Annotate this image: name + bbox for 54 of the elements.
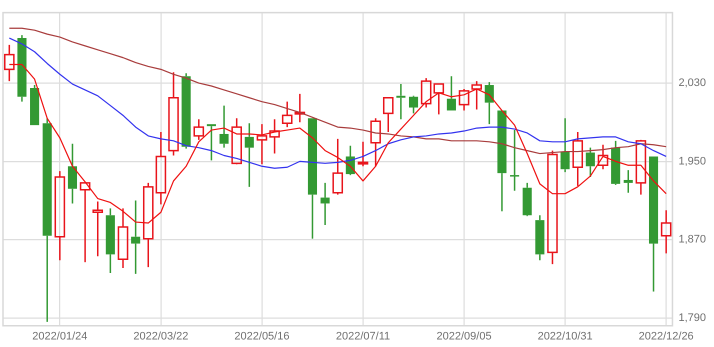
y-tick-label: 1,950 <box>678 155 706 168</box>
x-tick-label: 2022/12/26 <box>638 330 694 342</box>
candlestick <box>131 200 140 275</box>
candlestick <box>168 72 179 156</box>
candlestick <box>497 110 506 212</box>
candlestick <box>332 138 344 196</box>
candlestick <box>636 139 646 196</box>
candlestick <box>446 75 456 110</box>
candlestick <box>358 141 368 168</box>
candlestick <box>206 124 216 162</box>
x-tick-label: 2022/03/22 <box>133 330 188 342</box>
candlestick <box>231 118 242 166</box>
candlestick <box>433 83 444 116</box>
candlestick <box>648 156 658 292</box>
x-tick-label: 2022/05/16 <box>234 330 290 342</box>
x-tick-label: 2022/01/24 <box>32 330 88 342</box>
candlestick <box>156 131 166 206</box>
candlestick <box>471 80 482 110</box>
candlestick <box>535 214 544 261</box>
candlestick <box>522 182 532 217</box>
candlestick <box>382 97 394 133</box>
candlestick <box>220 104 229 148</box>
candlestick <box>308 118 318 240</box>
candlestick <box>598 144 608 170</box>
candlestick <box>193 118 204 141</box>
x-tick-label: 2022/10/31 <box>538 330 593 342</box>
candlestick <box>624 169 633 194</box>
candlestick <box>572 131 584 187</box>
candlestick <box>106 208 115 274</box>
x-tick-label: 2022/09/05 <box>436 330 492 342</box>
candlestick <box>244 122 254 188</box>
candlestick <box>92 200 104 258</box>
x-tick-label: 2022/07/11 <box>336 330 390 342</box>
candlestick <box>42 118 52 323</box>
y-tick-label: 1,870 <box>678 234 706 246</box>
candlestick <box>17 34 26 102</box>
candlestick <box>586 146 595 178</box>
candlestick <box>30 84 40 126</box>
candlestick <box>408 95 418 114</box>
candlestick <box>320 182 330 226</box>
candlestick <box>370 118 381 168</box>
candlestick <box>294 93 306 123</box>
candlestick <box>182 72 191 150</box>
candlestick <box>54 170 66 261</box>
candlestick <box>256 123 268 166</box>
y-tick-label: 2,030 <box>678 77 706 90</box>
candlestick <box>510 129 520 192</box>
candlestick <box>68 143 78 204</box>
candlestick <box>269 118 280 154</box>
candlestick <box>282 100 293 128</box>
candlestick <box>396 83 406 120</box>
candlestick <box>560 118 570 173</box>
candlestick <box>660 210 672 254</box>
y-tick-label: 1,790 <box>678 312 706 324</box>
